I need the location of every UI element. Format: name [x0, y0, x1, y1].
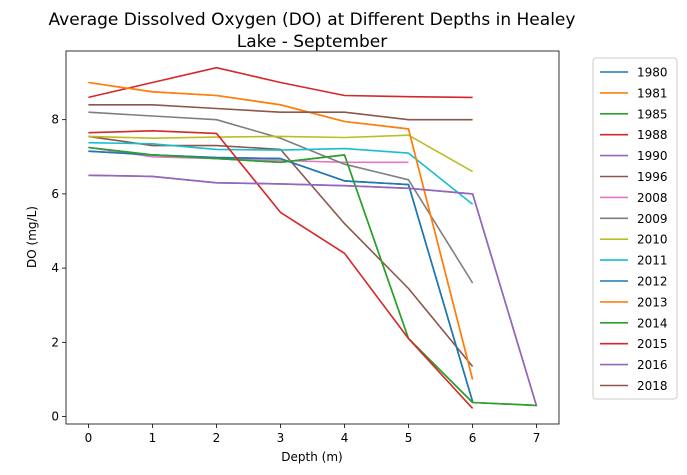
series-line-1990: [88, 174, 538, 407]
x-tick-label: 2: [213, 431, 221, 445]
legend-label-2016: 2016: [637, 358, 668, 372]
series-line-2010: [88, 134, 473, 173]
series-line-2016: [88, 174, 538, 407]
legend: 1980 1981 1985 1988 1990 1996 2008 2009 2010 2011…: [592, 57, 678, 400]
legend-label-2009: 2009: [637, 212, 668, 226]
plot-frame: [65, 50, 560, 425]
y-tick-label: 0: [51, 410, 59, 424]
legend-label-1980: 1980: [637, 66, 668, 80]
legend-frame: [592, 57, 678, 400]
x-axis-ticks: 0 1 2 3 4 5 6 7: [85, 424, 541, 445]
legend-label-2018: 2018: [637, 379, 668, 393]
x-tick-label: 4: [341, 431, 349, 445]
x-axis-label: Depth (m): [281, 450, 342, 464]
y-tick-label: 6: [51, 187, 59, 201]
series-line-2009: [88, 111, 474, 284]
legend-label-2014: 2014: [637, 316, 668, 330]
x-tick-label: 7: [533, 431, 541, 445]
series-line-2011: [88, 141, 474, 205]
series-line-1981: [88, 81, 474, 380]
legend-label-1981: 1981: [637, 86, 668, 100]
y-axis-label: DO (mg/L): [25, 206, 39, 268]
y-tick-label: 8: [51, 113, 59, 127]
series-line-2013: [88, 81, 474, 380]
legend-label-2012: 2012: [637, 275, 668, 289]
y-tick-label: 4: [51, 261, 59, 275]
series-line-2014: [88, 146, 537, 407]
series-line-1996: [88, 135, 474, 368]
legend-label-2008: 2008: [637, 191, 668, 205]
legend-label-1990: 1990: [637, 149, 668, 163]
x-tick-label: 0: [85, 431, 93, 445]
legend-label-2010: 2010: [637, 233, 668, 247]
legend-label-2015: 2015: [637, 337, 668, 351]
legend-label-2013: 2013: [637, 295, 668, 309]
legend-label-2011: 2011: [637, 254, 668, 268]
legend-label-1996: 1996: [637, 170, 668, 184]
x-tick-label: 6: [469, 431, 477, 445]
plot-lines: [88, 66, 538, 409]
chart-title-line-1: Average Dissolved Oxygen (DO) at Differe…: [49, 10, 576, 30]
legend-label-1988: 1988: [637, 128, 668, 142]
x-tick-label: 1: [149, 431, 157, 445]
x-tick-label: 3: [277, 431, 285, 445]
series-line-2018: [88, 104, 473, 121]
x-tick-label: 5: [405, 431, 413, 445]
series-line-1988: [88, 66, 473, 99]
chart-title-line-2: Lake - September: [237, 32, 388, 52]
series-line-2015: [88, 130, 474, 409]
y-axis-ticks: 0 2 4 6 8: [51, 113, 66, 424]
y-tick-label: 2: [51, 335, 59, 349]
series-line-2008: [88, 146, 409, 164]
legend-label-1985: 1985: [637, 107, 668, 121]
